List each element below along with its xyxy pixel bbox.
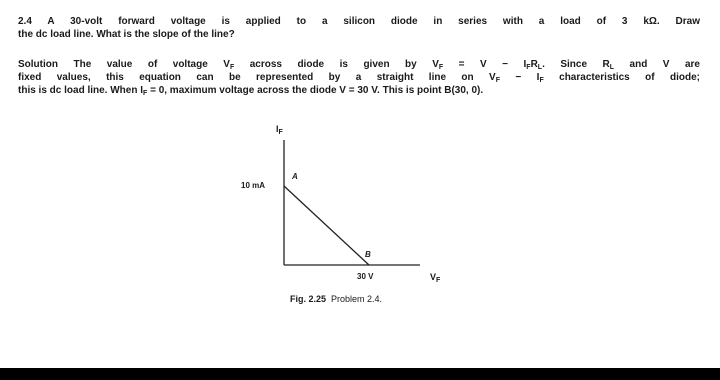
x-point-label: 30 V (357, 272, 374, 281)
text-run: The value of voltage V (58, 59, 230, 70)
caption-text: Problem 2.4. (331, 294, 383, 304)
text-run: I (276, 124, 279, 134)
solution-line: this is dc load line. When IF = 0, maxim… (18, 84, 700, 97)
text-run: A 30-volt forward voltage is applied to … (47, 16, 700, 27)
problem-number: 2.4 (18, 16, 32, 27)
subscript: F (495, 77, 501, 84)
problem-line: the dc load line. What is the slope of t… (18, 28, 700, 41)
solution-line: fixed values, this equation can be repre… (18, 71, 700, 84)
problem-line: 2.4 A 30-volt forward voltage is applied… (18, 15, 700, 28)
text-run: − I (500, 72, 540, 83)
subscript: F (278, 129, 283, 136)
caption: Fig. 2.25 Problem 2.4. (290, 294, 382, 304)
subscript: L (609, 64, 615, 71)
subscript: F (438, 64, 444, 71)
text-run: . Since R (542, 59, 610, 70)
text-run: the dc load line. What is the slope of t… (18, 29, 235, 40)
y-axis-label: IF (276, 124, 283, 136)
caption-label: Fig. 2.25 (290, 294, 327, 304)
subscript: F (229, 64, 235, 71)
subscript: F (143, 90, 148, 97)
subscript: L (537, 64, 543, 71)
point-a-label: A (292, 172, 298, 181)
x-axis-label: VF (430, 272, 441, 284)
solution-label: Solution (18, 59, 58, 70)
text-run: and V are (614, 59, 700, 70)
text-run: this is dc load line. When I (18, 85, 144, 96)
load-line (283, 185, 370, 266)
point-b-label: B (365, 250, 371, 259)
subscript: F (526, 64, 531, 71)
text-run: V (430, 272, 437, 282)
solution: Solution The value of voltage VF across … (18, 58, 700, 97)
bottom-bar (0, 368, 720, 380)
y-point-label: 10 mA (241, 181, 266, 190)
text-run: characteristics of diode; (543, 72, 700, 83)
text-run: = 0, maximum voltage across the diode V … (147, 85, 484, 96)
text-run: across diode is given by V (234, 59, 439, 70)
text-run: = V − I (443, 59, 527, 70)
subscript: F (436, 277, 441, 284)
solution-line: Solution The value of voltage VF across … (18, 58, 700, 71)
text-run: R (530, 59, 538, 70)
problem: 2.4 A 30-volt forward voltage is applied… (18, 15, 700, 41)
subscript: F (539, 77, 544, 84)
text-run: fixed values, this equation can be repre… (18, 72, 496, 83)
